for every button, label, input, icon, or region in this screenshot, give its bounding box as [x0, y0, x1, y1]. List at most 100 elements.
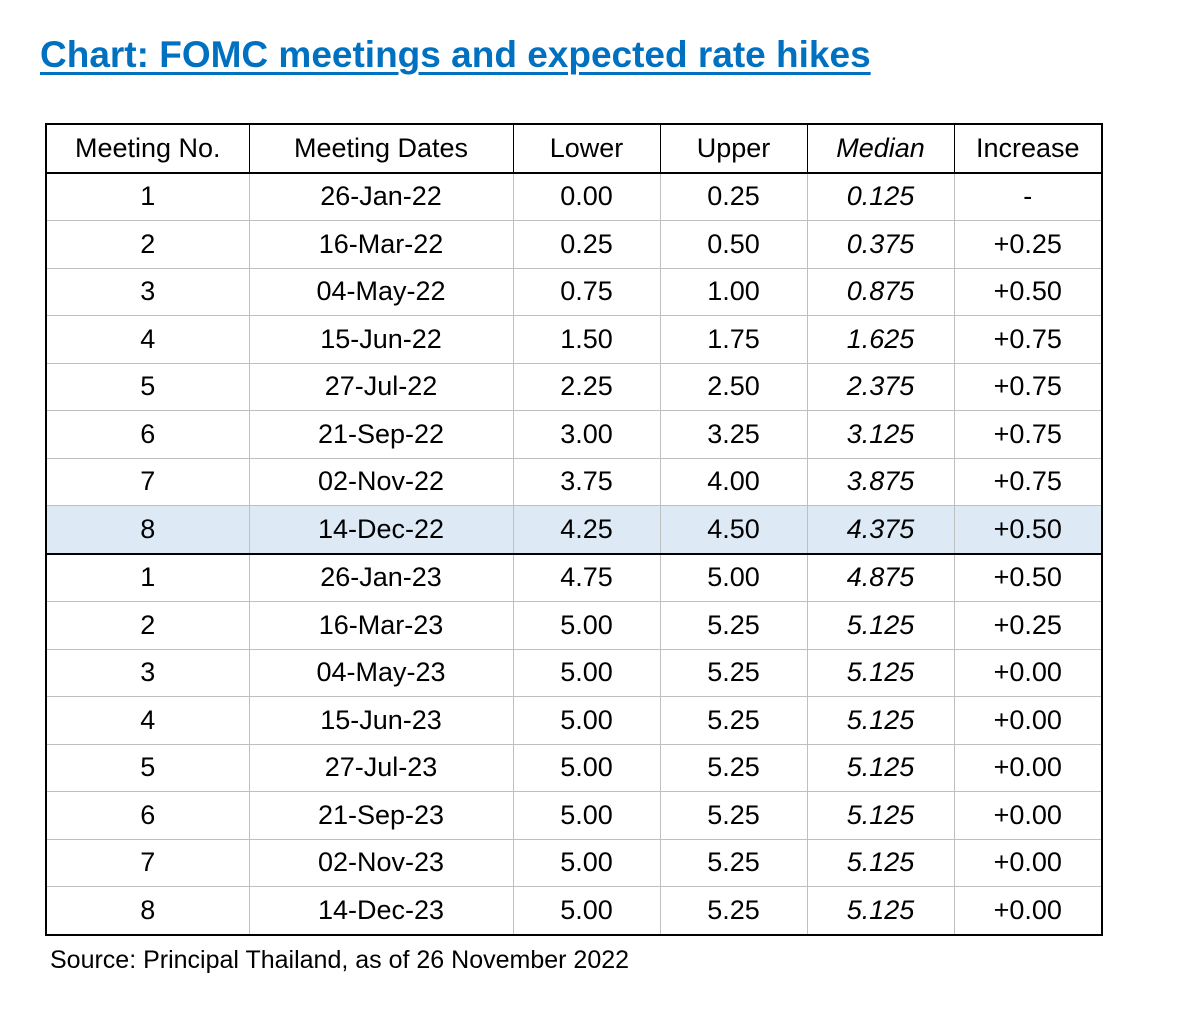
table-cell: +0.50	[953, 268, 1102, 316]
table-cell: 3.00	[512, 410, 660, 459]
table-cell: +0.00	[953, 649, 1102, 697]
table-cell: +0.00	[953, 744, 1102, 792]
table-cell: 5.25	[659, 601, 807, 650]
table-cell: +0.50	[953, 505, 1102, 555]
table-cell: 5.00	[659, 553, 807, 602]
table-cell: +0.75	[953, 363, 1102, 411]
rate-table: Meeting No. Meeting Dates Lower Upper Median…	[45, 123, 1103, 936]
table-cell: 27-Jul-22	[248, 363, 513, 411]
table-cell: 2.25	[512, 363, 660, 411]
table-cell: 6	[45, 791, 249, 840]
table-cell: 4.375	[806, 505, 954, 555]
table-cell: 5.00	[512, 696, 660, 745]
table-cell: 3.25	[659, 410, 807, 459]
table-cell: 0.50	[659, 220, 807, 269]
table-cell: 1	[45, 172, 249, 221]
table-cell: 04-May-22	[248, 268, 513, 316]
header-cell: Meeting No.	[45, 124, 249, 174]
table-cell: 5.125	[806, 886, 954, 935]
table-cell: 0.375	[806, 220, 954, 269]
table-cell: 1.50	[512, 315, 660, 364]
header-cell: Upper	[659, 124, 807, 174]
table-cell: 16-Mar-22	[248, 220, 513, 269]
table-row: 4 15-Jun-23 5.00 5.25 5.125 +0.00	[45, 696, 1102, 745]
table-row: 3 04-May-23 5.00 5.25 5.125 +0.00	[45, 649, 1102, 697]
table-cell: 14-Dec-22	[248, 505, 513, 555]
table-cell: 0.25	[659, 172, 807, 221]
table-row: 4 15-Jun-22 1.50 1.75 1.625 +0.75	[45, 315, 1102, 364]
table-cell: +0.00	[953, 839, 1102, 887]
table-cell: 7	[45, 458, 249, 506]
table-cell: 2.50	[659, 363, 807, 411]
table-row: 3 04-May-22 0.75 1.00 0.875 +0.50	[45, 268, 1102, 316]
table-cell: 2.375	[806, 363, 954, 411]
table-cell: 8	[45, 886, 249, 935]
table-row: 1 26-Jan-23 4.75 5.00 4.875 +0.50	[45, 553, 1102, 602]
table-cell: 3.75	[512, 458, 660, 506]
table-cell: 4.50	[659, 505, 807, 555]
table-cell: 27-Jul-23	[248, 744, 513, 792]
table-cell: 02-Nov-23	[248, 839, 513, 887]
table-row: 6 21-Sep-22 3.00 3.25 3.125 +0.75	[45, 410, 1102, 459]
table-cell: 14-Dec-23	[248, 886, 513, 935]
table-cell: 4.875	[806, 553, 954, 602]
table-row: 6 21-Sep-23 5.00 5.25 5.125 +0.00	[45, 791, 1102, 840]
header-row: Meeting No. Meeting Dates Lower Upper Median…	[45, 124, 1102, 174]
table-cell: 02-Nov-22	[248, 458, 513, 506]
table-cell: 5.125	[806, 601, 954, 650]
table-cell: +0.25	[953, 220, 1102, 269]
header-cell: Meeting Dates	[248, 124, 513, 174]
table-cell: 5.125	[806, 839, 954, 887]
table-cell: 21-Sep-22	[248, 410, 513, 459]
table-cell: 5.125	[806, 744, 954, 792]
table-cell: 5.00	[512, 649, 660, 697]
title: Chart: FOMC meetings and expected rate h…	[40, 34, 871, 75]
table-cell: 4.75	[512, 553, 660, 602]
table-cell: 5.25	[659, 886, 807, 935]
table-cell: 6	[45, 410, 249, 459]
table-row: 7 02-Nov-22 3.75 4.00 3.875 +0.75	[45, 458, 1102, 506]
table-cell: 3.125	[806, 410, 954, 459]
table-cell: 4	[45, 696, 249, 745]
header-cell: Median	[806, 124, 954, 174]
table-cell: 3.875	[806, 458, 954, 506]
source-note: Source: Principal Thailand, as of 26 Nov…	[50, 946, 630, 974]
table-cell: +0.75	[953, 458, 1102, 506]
table-row: 8 14-Dec-23 5.00 5.25 5.125 +0.00	[45, 886, 1102, 935]
table-cell: 5.25	[659, 649, 807, 697]
table-cell: 8	[45, 505, 249, 555]
table-cell: 5.125	[806, 696, 954, 745]
table-cell: 15-Jun-22	[248, 315, 513, 364]
table-cell: 1.75	[659, 315, 807, 364]
table-cell: +0.00	[953, 696, 1102, 745]
table-cell: 5.25	[659, 744, 807, 792]
table-cell: +0.75	[953, 410, 1102, 459]
table-cell: 5.00	[512, 744, 660, 792]
table-cell: 2	[45, 601, 249, 650]
table-cell: 1.625	[806, 315, 954, 364]
table-cell: 5.00	[512, 791, 660, 840]
table-cell: 4.25	[512, 505, 660, 555]
table-cell: 5.00	[512, 886, 660, 935]
table-cell: 15-Jun-23	[248, 696, 513, 745]
table-cell: 5.25	[659, 696, 807, 745]
table-cell: 7	[45, 839, 249, 887]
table-cell: 0.125	[806, 172, 954, 221]
table-cell: +0.00	[953, 886, 1102, 935]
table-row: 8 14-Dec-22 4.25 4.50 4.375 +0.50	[45, 505, 1102, 555]
table-cell: 3	[45, 268, 249, 316]
table-cell: 0.875	[806, 268, 954, 316]
table-row: 5 27-Jul-22 2.25 2.50 2.375 +0.75	[45, 363, 1102, 411]
header-cell: Increase	[953, 124, 1102, 174]
table-cell: +0.25	[953, 601, 1102, 650]
table-cell: 0.25	[512, 220, 660, 269]
table-cell: 04-May-23	[248, 649, 513, 697]
header-cell: Lower	[512, 124, 660, 174]
table-row: 5 27-Jul-23 5.00 5.25 5.125 +0.00	[45, 744, 1102, 792]
table-header: Meeting No. Meeting Dates Lower Upper Median…	[45, 124, 1102, 174]
table-cell: 4.00	[659, 458, 807, 506]
table-row: 1 26-Jan-22 0.00 0.25 0.125-	[45, 172, 1102, 221]
table-cell: 26-Jan-22	[248, 172, 513, 221]
table-cell: 5	[45, 363, 249, 411]
